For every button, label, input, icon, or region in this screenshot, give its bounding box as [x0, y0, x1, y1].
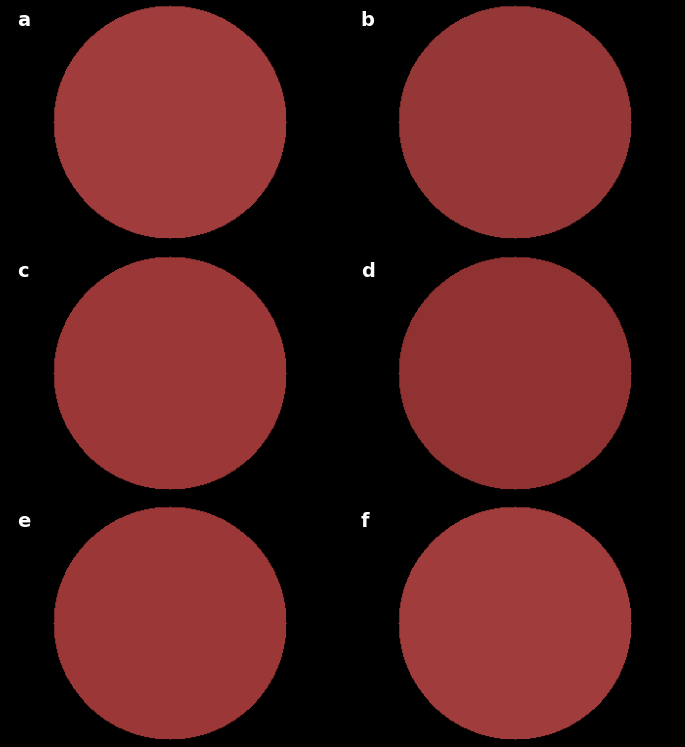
- Text: b: b: [361, 11, 375, 30]
- Text: f: f: [361, 512, 369, 531]
- Text: c: c: [17, 261, 28, 281]
- Text: d: d: [361, 261, 375, 281]
- Text: a: a: [17, 11, 30, 30]
- Text: e: e: [17, 512, 30, 531]
